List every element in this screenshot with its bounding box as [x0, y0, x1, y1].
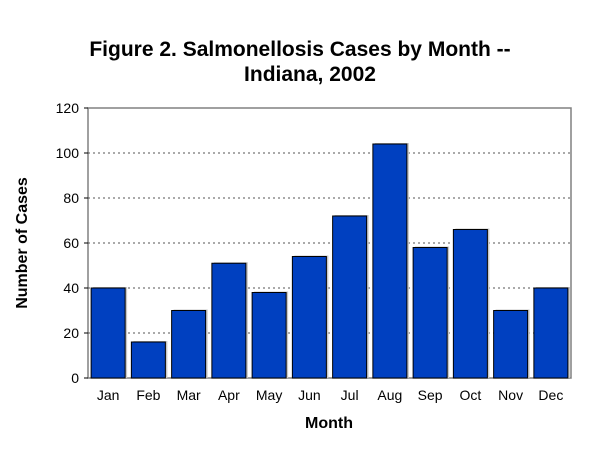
bar-oct — [452, 229, 488, 379]
x-tick-label: Feb — [136, 387, 160, 403]
y-tick-label: 100 — [56, 145, 80, 161]
bar-feb — [130, 341, 166, 379]
y-axis-label: Number of Cases — [14, 177, 31, 309]
x-tick-label: Dec — [538, 387, 563, 403]
x-axis-label: Month — [305, 415, 353, 432]
y-tick-label: 0 — [71, 370, 79, 386]
bar-jun — [291, 256, 327, 379]
x-tick-label: Jan — [97, 387, 120, 403]
bar-jul — [332, 215, 368, 379]
chart-title-line1: Figure 2. Salmonellosis Cases by Month -… — [89, 38, 511, 61]
x-tick-label: Mar — [177, 387, 201, 403]
x-tick-label: Sep — [418, 387, 443, 403]
chart-title-line2: Indiana, 2002 — [244, 63, 376, 86]
y-tick-label: 20 — [63, 325, 79, 341]
bar-may — [251, 292, 287, 379]
x-tick-label: May — [256, 387, 282, 403]
x-tick-label: Jun — [298, 387, 321, 403]
x-tick-label: Jul — [341, 387, 359, 403]
y-tick-label: 80 — [63, 190, 79, 206]
x-tick-label: Nov — [498, 387, 523, 403]
bar-nov — [493, 310, 529, 379]
y-tick-label: 120 — [56, 100, 80, 116]
y-tick-label: 40 — [63, 280, 79, 296]
bar-jan — [90, 287, 126, 379]
x-tick-label: Oct — [459, 387, 481, 403]
bar-dec — [533, 287, 569, 379]
x-tick-label: Apr — [218, 387, 240, 403]
bar-mar — [171, 310, 207, 379]
bar-sep — [412, 247, 448, 379]
bar-aug — [372, 143, 408, 379]
bar-apr — [211, 262, 247, 379]
y-tick-label: 60 — [63, 235, 79, 251]
x-tick-label: Aug — [377, 387, 402, 403]
